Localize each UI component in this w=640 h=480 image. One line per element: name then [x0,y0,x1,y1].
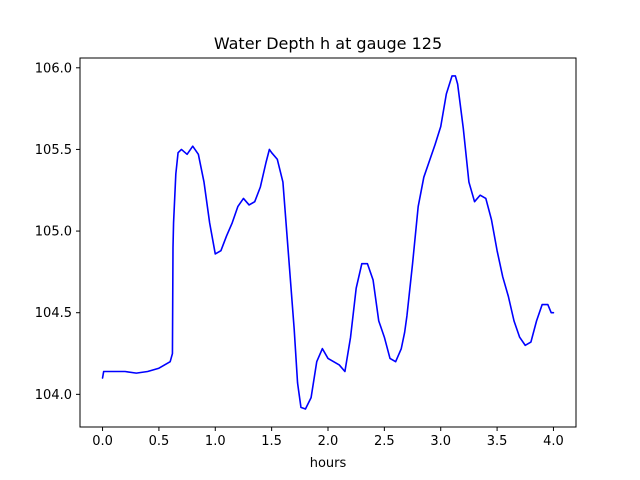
y-tick-label: 104.0 [35,388,72,403]
y-tick-label: 105.5 [35,143,72,158]
x-tick-label: 0.5 [149,434,170,449]
plot-area-frame [79,57,577,428]
x-tick-label: 3.5 [487,434,508,449]
y-tick-label: 106.0 [35,61,72,76]
x-tick-label: 1.5 [261,434,282,449]
x-axis: 0.0 0.5 1.0 1.5 2.0 2.5 3.0 3.5 4.0 [92,427,564,449]
series-layer [101,75,555,410]
x-tick-label: 2.5 [374,434,395,449]
y-axis: 104.0 104.5 105.0 105.5 106.0 [35,61,80,403]
y-tick-label: 104.5 [35,306,72,321]
x-tick-label: 0.0 [92,434,113,449]
y-tick-label: 105.0 [35,225,72,240]
x-axis-label: hours [310,456,347,471]
x-tick-label: 1.0 [205,434,226,449]
chart-title: Water Depth h at gauge 125 [214,34,442,53]
x-tick-label: 3.0 [430,434,451,449]
x-tick-label: 2.0 [318,434,339,449]
x-tick-label: 4.0 [543,434,564,449]
water-depth-line [101,75,555,410]
